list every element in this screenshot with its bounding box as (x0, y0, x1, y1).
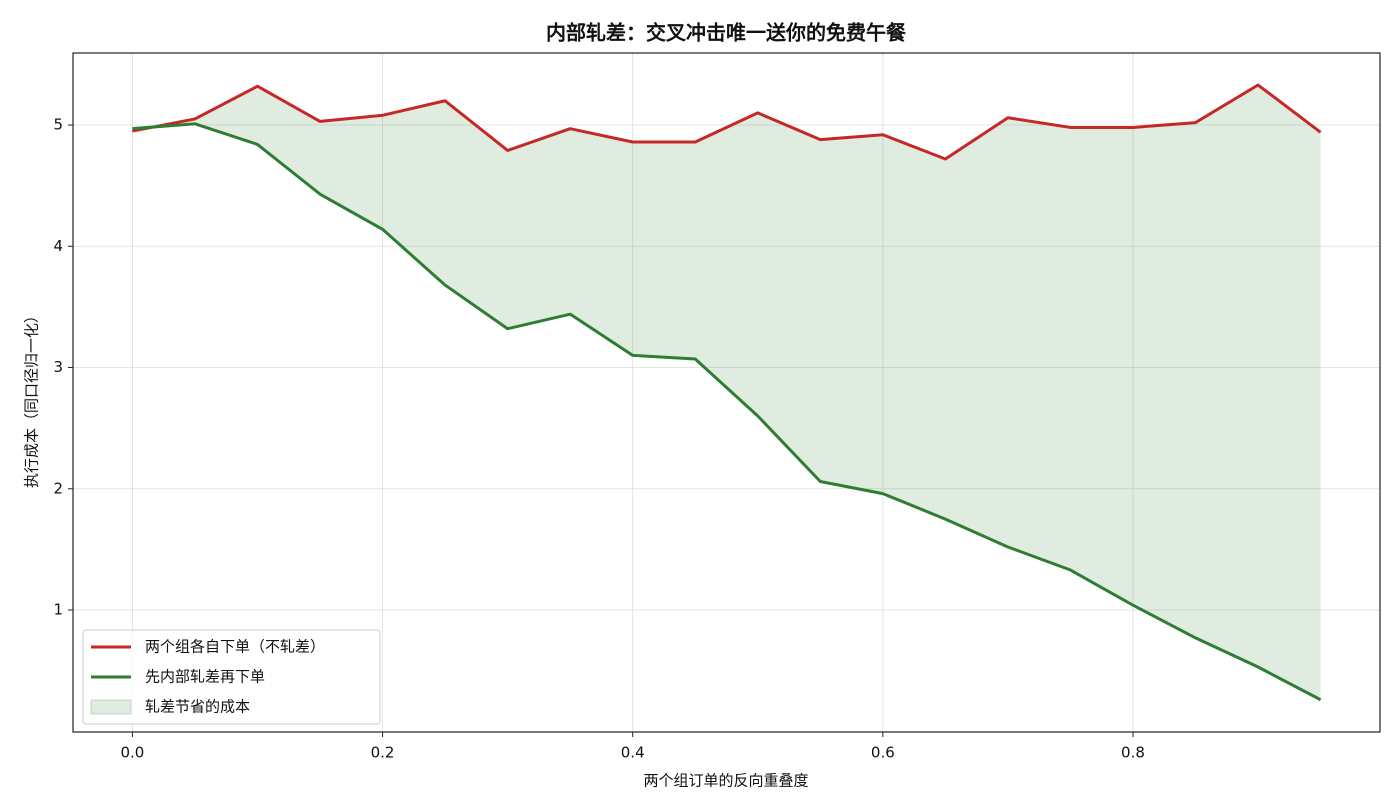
plot (132, 83, 1322, 702)
y-tick-label: 5 (53, 116, 63, 134)
legend-box (82, 629, 381, 725)
x-tick-label: 0.8 (1121, 744, 1145, 762)
x-tick-label: 0.0 (120, 744, 144, 762)
fill-area (132, 85, 1321, 700)
legend-label: 先内部轧差再下单 (145, 668, 265, 686)
y-tick-label: 2 (53, 479, 63, 497)
x-axis-label: 两个组订单的反向重叠度 (643, 772, 808, 790)
x-tick-label: 0.2 (371, 744, 395, 762)
series-line (132, 83, 1322, 161)
series-line (132, 122, 1322, 702)
x-tick-label: 0.6 (871, 744, 895, 762)
axes-frame (72, 52, 1381, 733)
y-tick-label: 4 (53, 237, 63, 255)
legend-label: 两个组各自下单（不轧差） (145, 638, 325, 656)
x-tick-label: 0.4 (621, 744, 645, 762)
legend-swatch (90, 699, 132, 715)
legend-label: 轧差节省的成本 (145, 698, 250, 716)
y-tick-label: 3 (53, 358, 63, 376)
chart-title: 内部轧差：交叉冲击唯一送你的免费午餐 (546, 21, 907, 45)
y-axis-label: 执行成本（同口径归一化） (23, 308, 41, 488)
y-tick-label: 1 (53, 601, 63, 619)
